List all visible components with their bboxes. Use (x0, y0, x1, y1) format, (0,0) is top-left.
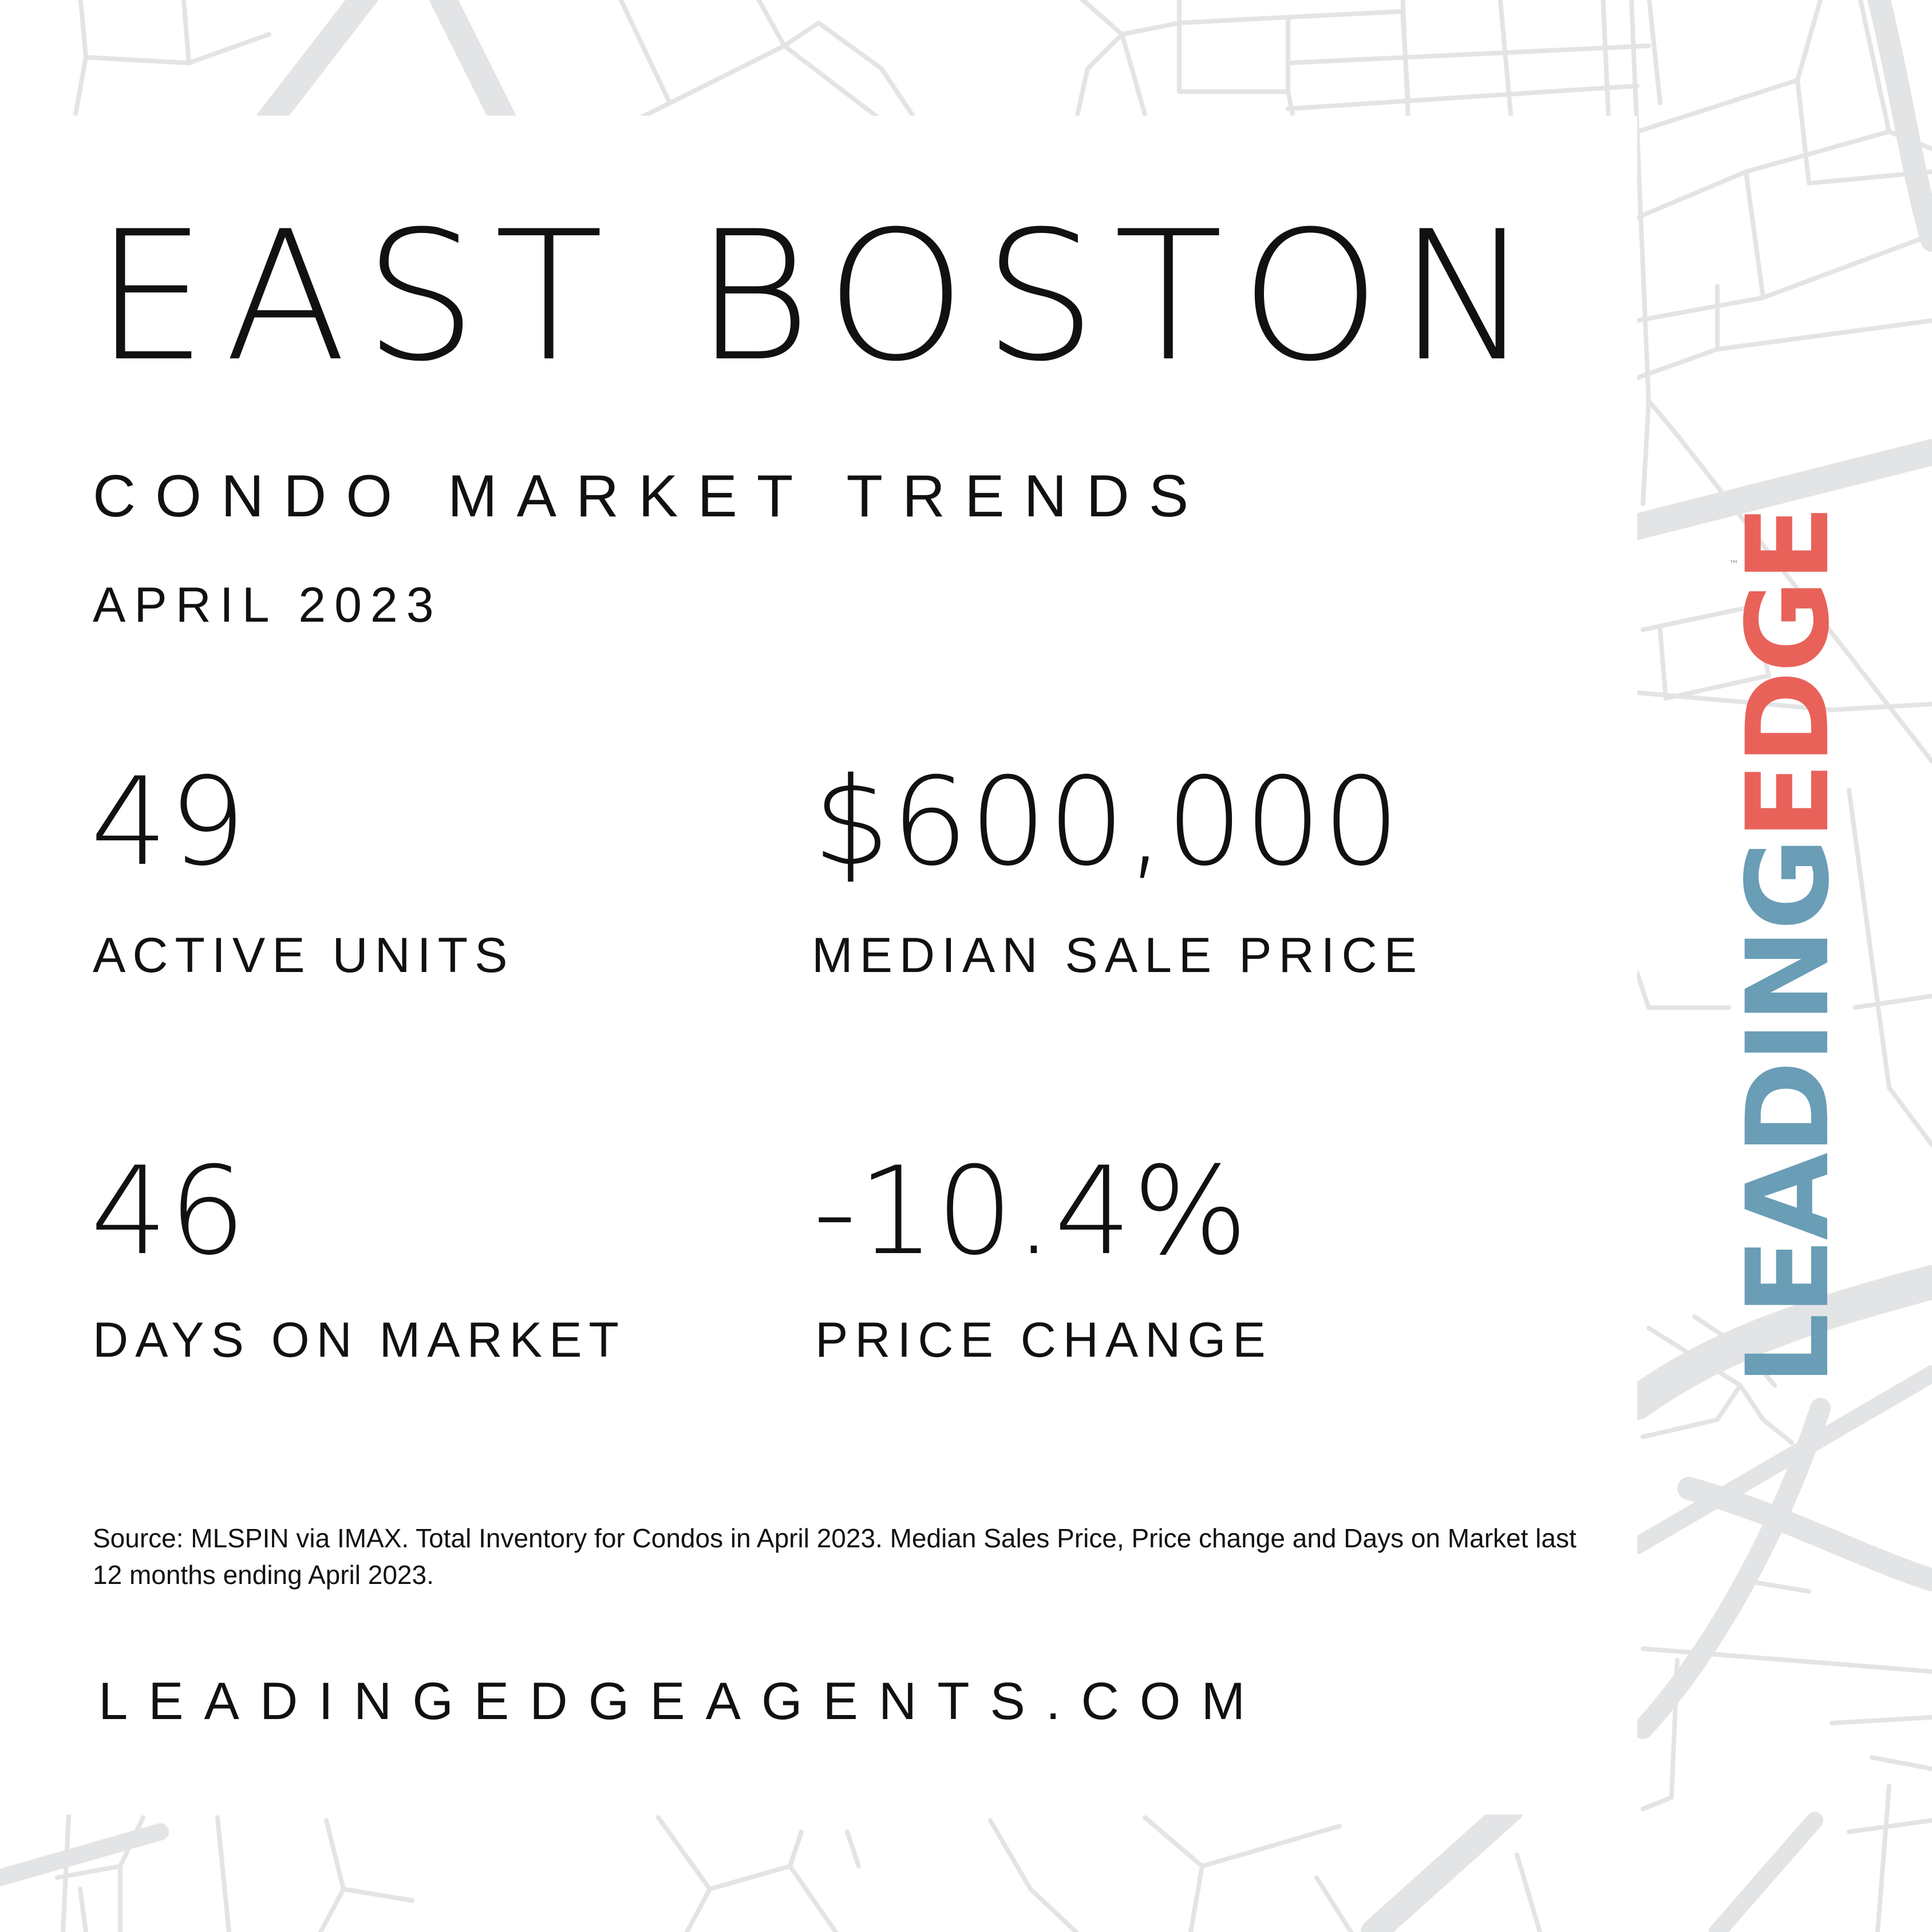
content-panel (0, 116, 1637, 1815)
active-units-value: 49 (90, 751, 247, 892)
leading-edge-logo: LEADINGEDGE (1722, 507, 1854, 1385)
website-link[interactable]: LEADINGEDGEAGENTS.COM (98, 1672, 1266, 1730)
median-sale-price-value: $600,000 (813, 751, 1401, 892)
report-period: APRIL 2023 (93, 578, 442, 633)
logo-text-edge: EDGE (1722, 507, 1854, 840)
source-note: Source: MLSPIN via IMAX. Total Inventory… (93, 1523, 1577, 1590)
days-on-market-label: DAYS ON MARKET (93, 1313, 626, 1368)
days-on-market-value: 46 (90, 1140, 247, 1282)
logo-text-leading: LEADING (1722, 840, 1854, 1385)
price-change-label: PRICE CHANGE (815, 1313, 1273, 1368)
page-subtitle: CONDO MARKET TRENDS (93, 463, 1208, 530)
active-units-label: ACTIVE UNITS (93, 928, 515, 983)
median-sale-price-label: MEDIAN SALE PRICE (812, 928, 1424, 983)
price-change-value: -10.4% (813, 1140, 1249, 1282)
trademark-mark: ™ (1729, 559, 1739, 571)
page-title: EAST BOSTON (94, 192, 1549, 401)
